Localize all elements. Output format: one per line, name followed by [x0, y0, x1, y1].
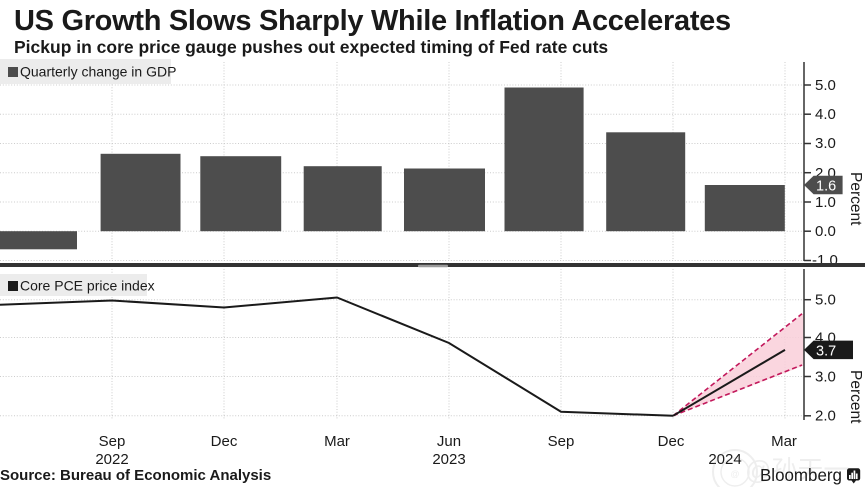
svg-text:3.0: 3.0	[815, 135, 836, 152]
svg-text:5.0: 5.0	[815, 292, 836, 309]
svg-text:Quarterly change in GDP: Quarterly change in GDP	[20, 64, 176, 80]
svg-text:Jun: Jun	[437, 433, 461, 450]
svg-text:Mar: Mar	[771, 433, 797, 450]
svg-text:Dec: Dec	[658, 433, 685, 450]
svg-text:Sep: Sep	[99, 433, 126, 450]
svg-text:Mar: Mar	[324, 433, 350, 450]
svg-text:4.0: 4.0	[815, 106, 836, 123]
svg-text:Core PCE price index: Core PCE price index	[20, 278, 155, 294]
svg-text:2.0: 2.0	[815, 408, 836, 425]
svg-text:3.0: 3.0	[815, 368, 836, 385]
svg-text:Percent: Percent	[847, 172, 864, 226]
svg-text:Sep: Sep	[548, 433, 575, 450]
svg-text:3.7: 3.7	[816, 343, 836, 359]
svg-text:0.0: 0.0	[815, 223, 836, 240]
svg-text:Dec: Dec	[211, 433, 238, 450]
svg-text:Bloomberg: Bloomberg	[760, 465, 842, 485]
svg-text:@: @	[730, 469, 739, 479]
svg-text:2022: 2022	[95, 451, 128, 468]
svg-text:1.0: 1.0	[815, 194, 836, 211]
svg-text:Source: Bureau of Economic Ana: Source: Bureau of Economic Analysis	[0, 467, 271, 484]
svg-text:1.6: 1.6	[816, 179, 836, 195]
svg-text:5.0: 5.0	[815, 77, 836, 94]
svg-text:Percent: Percent	[847, 370, 864, 424]
svg-text:2023: 2023	[432, 451, 465, 468]
